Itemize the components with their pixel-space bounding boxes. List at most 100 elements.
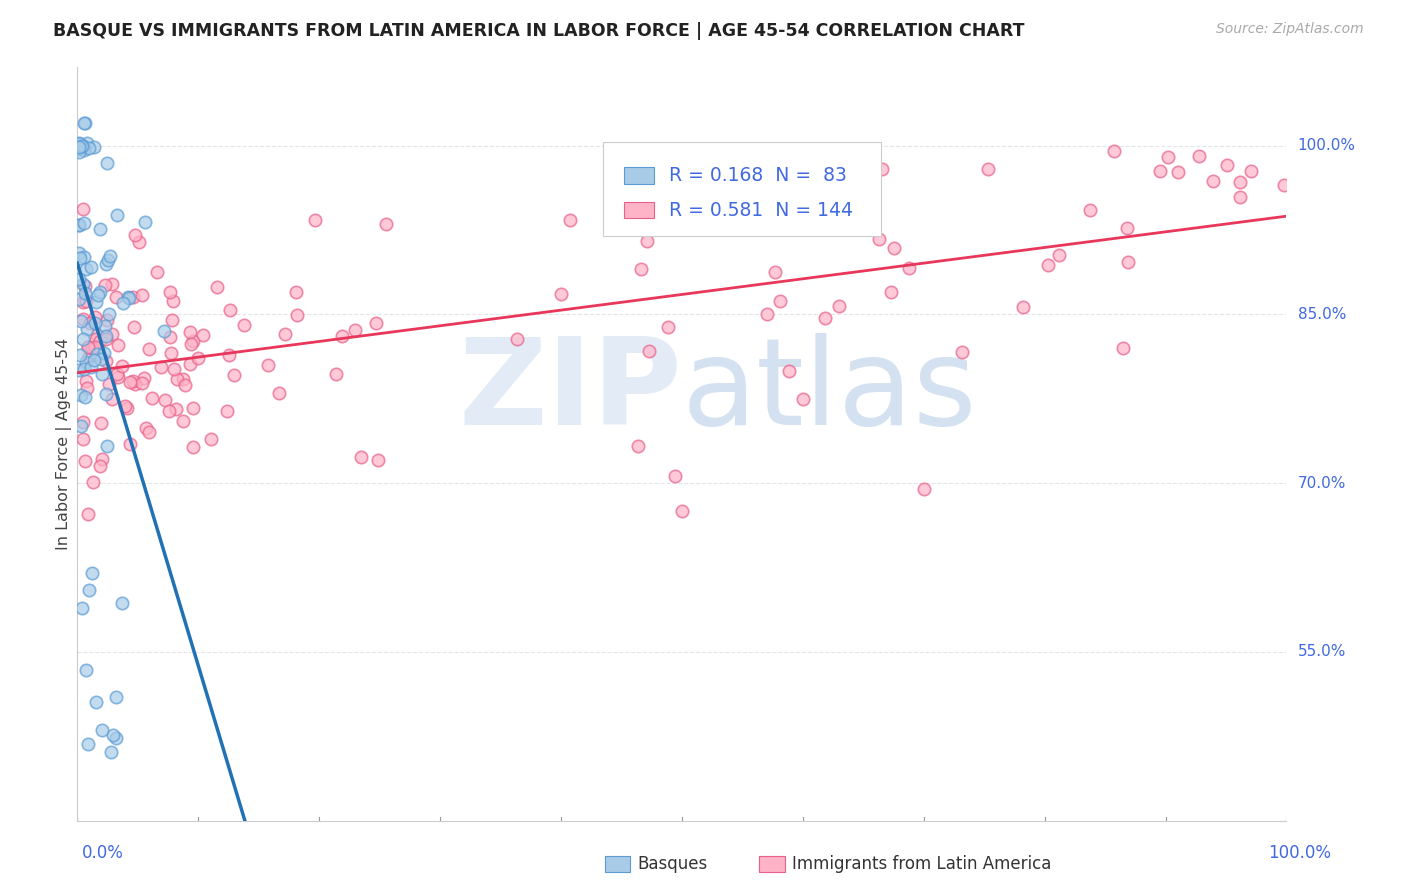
Point [73,279,96,293]
Point [823,216,845,230]
Point [76,380,98,394]
Point [67,292,90,306]
Point [153,325,176,339]
Point [69,136,91,151]
Point [67,138,90,153]
Point [367,452,389,467]
Point [94,328,117,343]
Point [97,307,120,321]
Point [76,136,98,150]
Point [671,504,693,518]
Point [101,277,124,291]
Point [107,370,129,384]
Point [257,358,280,372]
Point [75,374,97,388]
Text: 70.0%: 70.0% [1298,475,1346,491]
Point [90,452,112,467]
FancyBboxPatch shape [624,202,654,219]
Point [174,378,197,392]
Text: ZIP: ZIP [458,333,682,450]
Point [287,309,309,323]
Point [73,285,96,300]
Point [664,469,686,483]
Point [104,731,127,746]
Point [72,432,94,446]
Point [124,376,146,391]
Point [146,264,169,278]
Point [122,374,145,388]
Point [115,401,138,415]
Point [72,277,94,291]
Point [101,728,124,742]
Point [72,202,94,216]
Point [977,162,1000,177]
Point [77,340,100,354]
Point [97,253,120,268]
Point [1202,174,1225,188]
Point [77,350,100,364]
Point [67,142,90,156]
Point [755,307,778,321]
Point [374,217,396,231]
Text: Immigrants from Latin America: Immigrants from Latin America [792,855,1050,873]
Point [162,293,184,308]
Point [350,450,373,464]
Point [111,359,134,374]
Point [89,222,111,236]
Point [76,322,98,336]
Point [160,345,183,359]
Point [67,145,90,160]
Text: Source: ZipAtlas.com: Source: ZipAtlas.com [1216,22,1364,37]
Point [1036,258,1059,272]
Point [105,208,128,222]
Point [747,219,769,234]
Point [72,141,94,155]
Point [269,385,291,400]
Point [284,285,307,300]
Point [70,600,93,615]
Point [344,323,367,337]
Point [160,313,183,327]
Text: BASQUE VS IMMIGRANTS FROM LATIN AMERICA IN LABOR FORCE | AGE 45-54 CORRELATION C: BASQUE VS IMMIGRANTS FROM LATIN AMERICA … [53,22,1025,40]
Point [172,372,194,386]
Point [1012,301,1035,315]
Point [304,212,326,227]
Point [87,287,110,301]
Point [75,294,97,309]
Point [98,248,121,262]
Point [1047,247,1070,261]
Point [80,360,103,375]
Point [86,347,108,361]
Point [69,251,91,265]
Point [79,316,101,330]
Point [73,143,96,157]
Point [89,285,111,300]
Point [1116,220,1139,235]
Point [879,285,901,299]
Point [104,290,127,304]
Text: 55.0%: 55.0% [1298,644,1346,659]
Point [89,334,111,349]
Point [67,138,90,153]
Point [1080,202,1102,217]
FancyBboxPatch shape [603,142,882,236]
Point [897,260,920,275]
Point [105,367,128,381]
Point [1157,150,1180,164]
Point [558,212,581,227]
Point [636,234,658,248]
Point [883,241,905,255]
Point [72,312,94,326]
Point [70,314,93,328]
Y-axis label: In Labor Force | Age 45-54: In Labor Force | Age 45-54 [56,338,72,549]
Point [84,332,107,346]
Point [67,140,90,154]
Point [138,342,160,356]
Point [763,264,786,278]
Point [94,318,117,333]
Point [80,260,103,274]
Point [218,348,240,362]
Point [69,387,91,401]
Point [111,596,134,610]
Point [105,690,128,704]
